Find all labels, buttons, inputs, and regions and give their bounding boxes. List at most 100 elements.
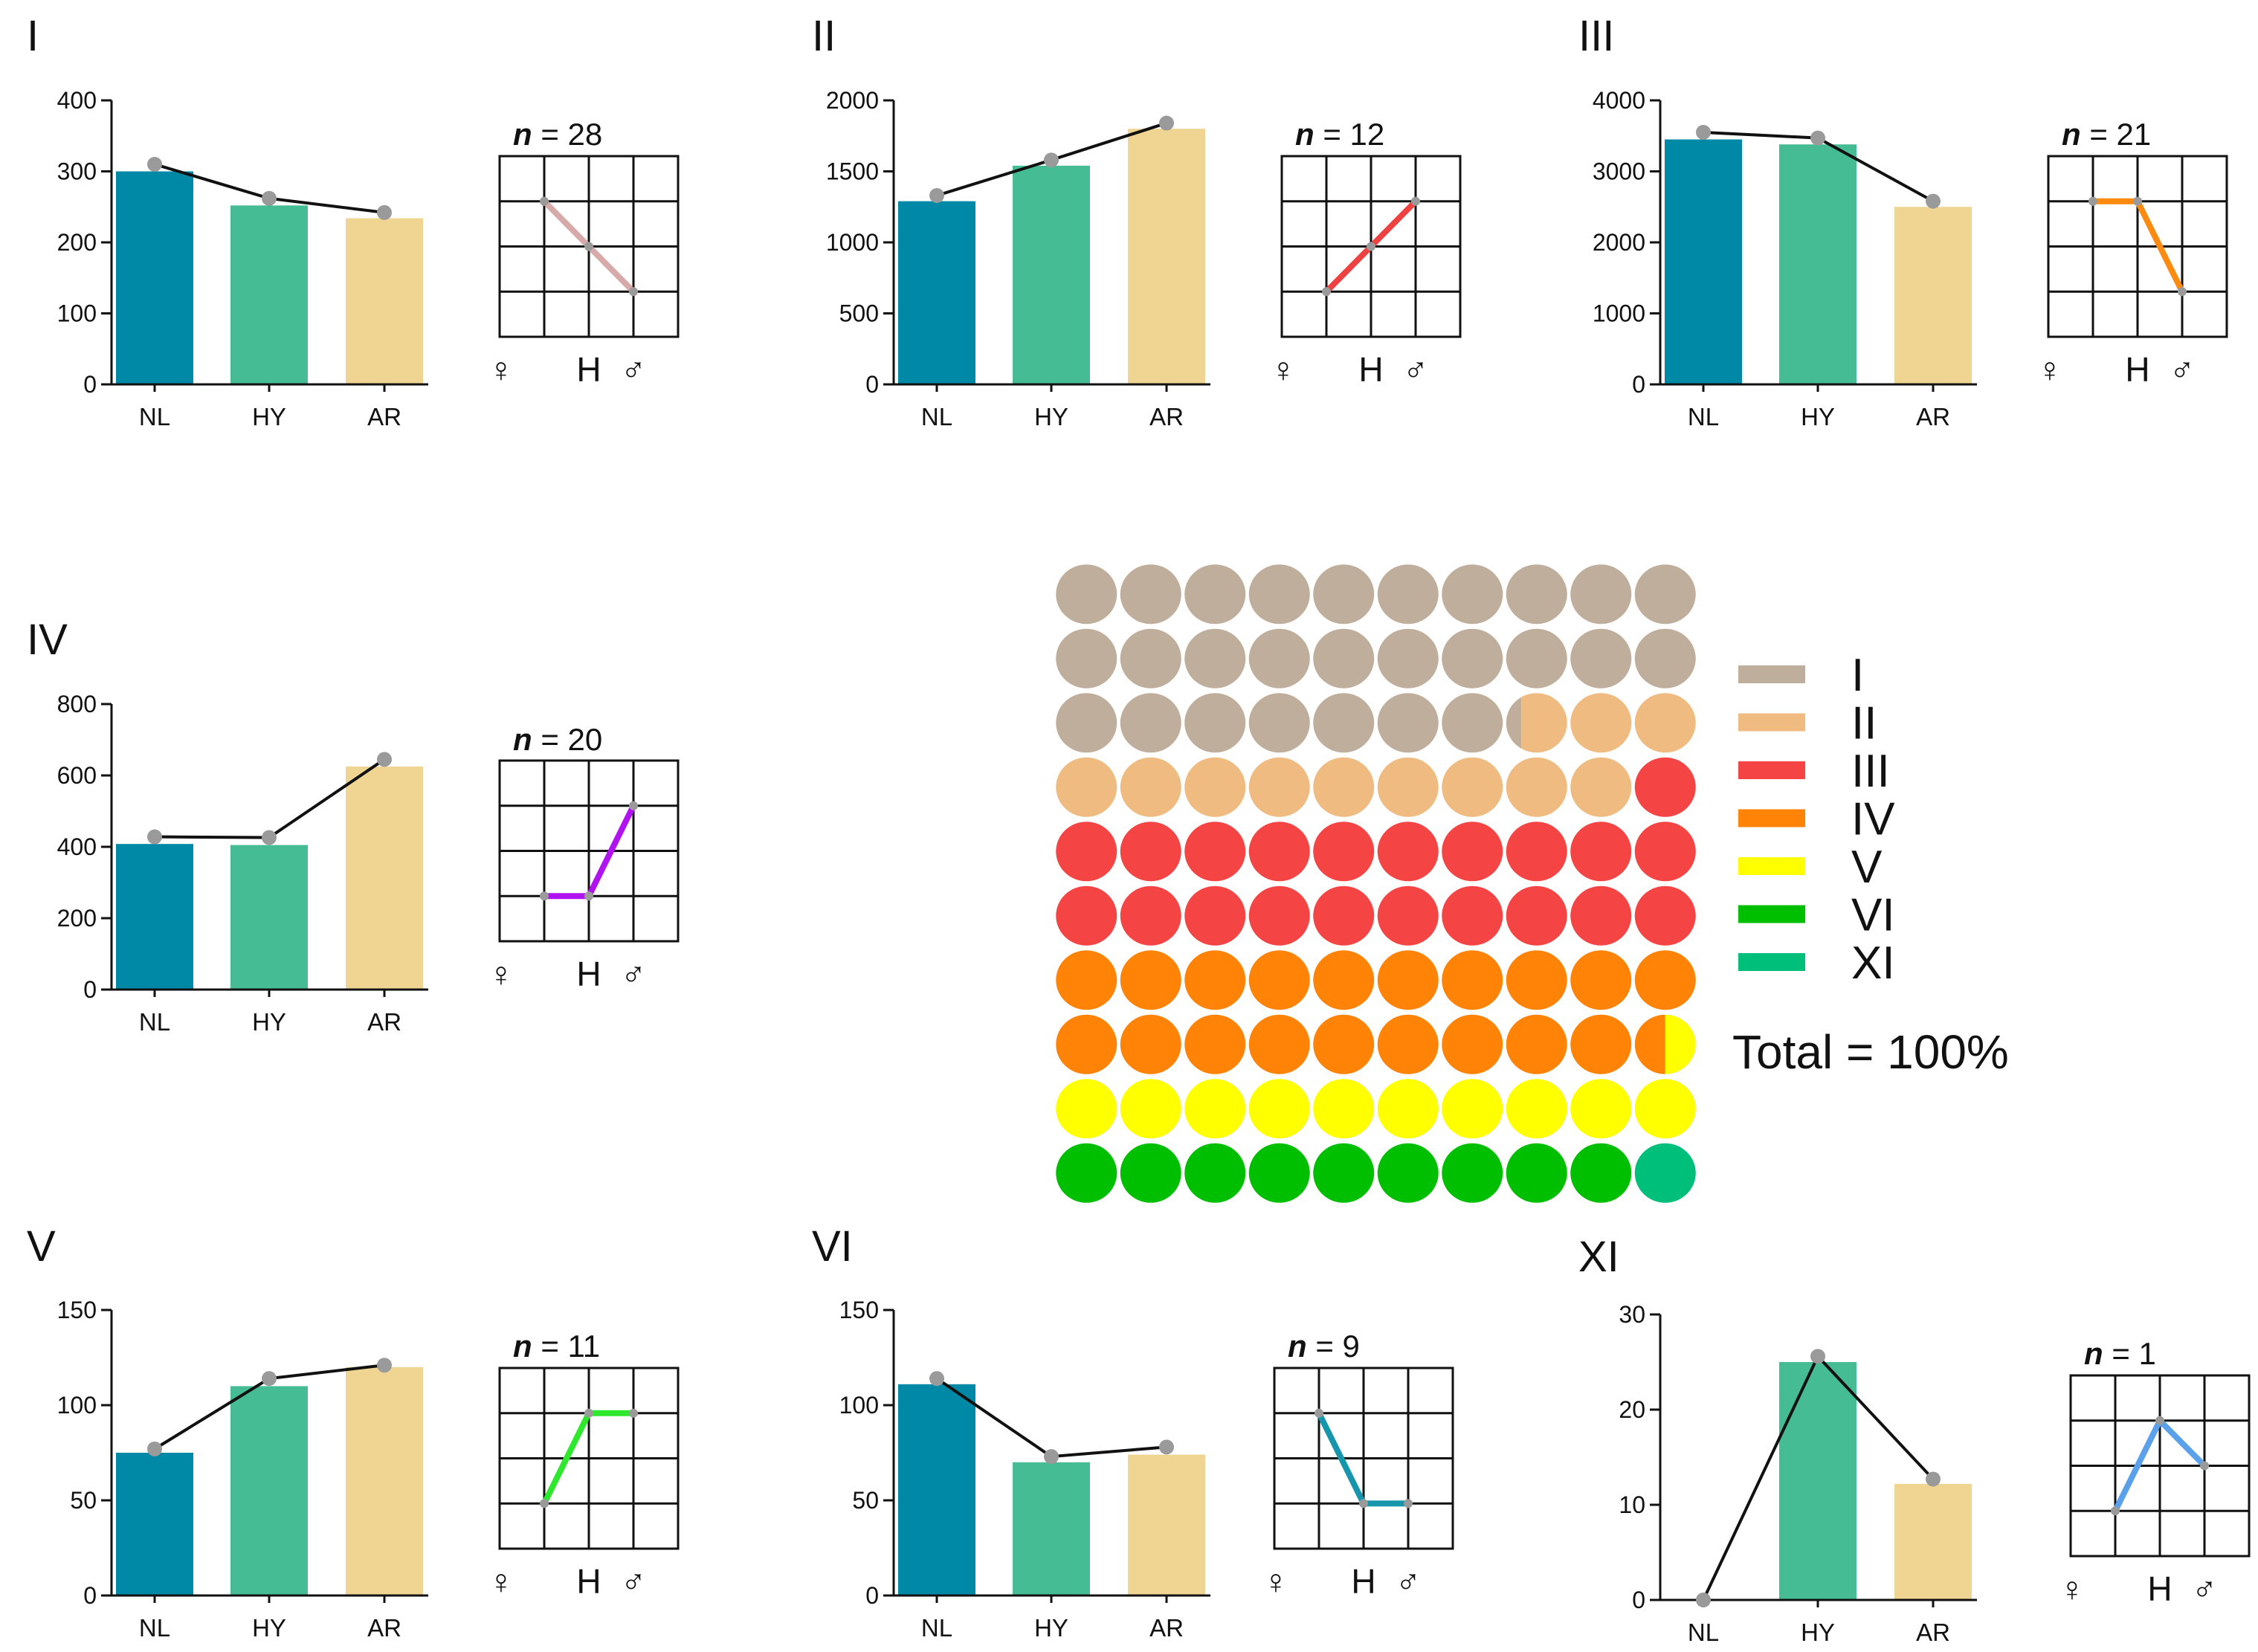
inset-point — [584, 891, 593, 901]
x-tick-label: HY — [1801, 403, 1835, 430]
trend-point-HY — [262, 830, 277, 845]
legend-swatch-I — [1738, 665, 1805, 683]
panel-title: II — [812, 12, 836, 60]
bar-AR — [346, 1367, 423, 1595]
inset-point — [584, 1408, 593, 1418]
waffle-cell-V — [1377, 1079, 1439, 1139]
legend-swatch-XI — [1738, 953, 1805, 971]
panel-XI: XI 0 10 20 30 NL HY AR n = 1 ♀ H ♂ — [1578, 1233, 2251, 1646]
x-tick-label: NL — [1688, 1619, 1719, 1646]
sex-inset: n = 12 ♀ H ♂ — [1271, 117, 1462, 389]
panel-III: III 0 1000 2000 3000 4000 NL HY AR n = 21 ♀ H ♂ — [1578, 12, 2228, 430]
waffle-cell-VI — [1377, 1143, 1439, 1203]
y-tick-label: 0 — [83, 1582, 97, 1609]
x-tick-label: HY — [1801, 1619, 1835, 1646]
waffle-cell-III — [1184, 885, 1246, 946]
x-tick-label: NL — [921, 403, 952, 430]
waffle-cell-III — [1570, 885, 1632, 946]
waffle-cell-III — [1442, 822, 1503, 882]
waffle-cell-V — [1570, 1079, 1632, 1139]
sex-label: H — [2125, 350, 2149, 389]
x-tick-label: NL — [139, 1008, 170, 1036]
y-tick-label: 0 — [1632, 371, 1645, 398]
waffle-cell-IV — [1506, 1014, 1567, 1074]
waffle-cell-VI — [1056, 1143, 1117, 1203]
waffle-cell-I — [1120, 693, 1181, 753]
waffle-cell-I — [1570, 564, 1632, 625]
waffle-cell-I — [1056, 564, 1117, 625]
inset-point — [1315, 1408, 1323, 1418]
sex-label: ♂ — [621, 350, 647, 389]
y-tick-label: 0 — [865, 371, 879, 398]
y-tick-label: 20 — [1619, 1396, 1645, 1423]
sex-label: H — [1351, 1562, 1375, 1601]
legend-label-IV: IV — [1851, 794, 1895, 845]
sex-inset: n = 1 ♀ H ♂ — [2059, 1336, 2251, 1608]
inset-point — [1359, 1499, 1368, 1509]
waffle-cell-I — [1120, 628, 1181, 688]
bar-AR — [346, 767, 423, 990]
waffle-cell-VI — [1120, 1143, 1181, 1203]
x-tick-label: AR — [1916, 403, 1950, 430]
sex-label: ♂ — [1396, 1562, 1422, 1601]
legend-swatch-V — [1738, 857, 1805, 875]
legend-swatch-IV — [1738, 809, 1805, 827]
waffle-cell-VI — [1248, 1143, 1310, 1203]
bar-HY — [1013, 165, 1090, 385]
bar-NL — [898, 1384, 975, 1595]
n-count: n = 11 — [513, 1329, 600, 1364]
waffle-cell-V — [1184, 1079, 1246, 1139]
waffle-cell-II — [1521, 693, 1567, 753]
waffle-cell-III — [1056, 885, 1117, 946]
waffle-cell-II — [1120, 757, 1181, 817]
trend-point-AR — [1926, 193, 1941, 209]
legend-label-XI: XI — [1851, 938, 1895, 989]
sex-label: H — [1358, 350, 1383, 389]
n-value: = 11 — [541, 1329, 600, 1364]
trend-point-HY — [1044, 1449, 1059, 1465]
bar-NL — [116, 171, 193, 384]
y-tick-label: 2000 — [826, 87, 879, 114]
x-tick-label: HY — [252, 1614, 286, 1642]
waffle-cell-III — [1377, 822, 1439, 882]
waffle-cell-I — [1313, 564, 1375, 625]
waffle-cell-IV — [1442, 950, 1503, 1010]
y-tick-label: 1000 — [1593, 300, 1645, 327]
trend-point-HY — [1044, 152, 1059, 168]
panel-IV: IV 0 200 400 600 800 NL HY AR n = 20 ♀ H ♂ — [27, 616, 680, 1036]
y-tick-label: 200 — [57, 229, 97, 256]
inset-point — [584, 242, 593, 251]
n-count: n = 12 — [1295, 117, 1384, 152]
n-value: = 1 — [2112, 1336, 2156, 1371]
legend-swatch-III — [1738, 761, 1805, 779]
waffle-cell-II — [1184, 757, 1246, 817]
waffle-cell-III — [1248, 822, 1310, 882]
sex-label: ♂ — [2170, 350, 2196, 389]
waffle-cell-IV — [1056, 950, 1117, 1010]
x-tick-label: AR — [367, 403, 401, 430]
sex-label: ♀ — [488, 1562, 514, 1601]
trend-point-NL — [1696, 1593, 1711, 1607]
waffle-cell-IV — [1313, 1014, 1375, 1074]
y-tick-label: 150 — [839, 1297, 879, 1323]
waffle-cell-I — [1056, 628, 1117, 688]
waffle-cell-I — [1248, 693, 1310, 753]
trend-point-NL — [147, 829, 162, 845]
sex-label: ♀ — [2059, 1569, 2086, 1608]
x-tick-label: HY — [1034, 403, 1068, 430]
waffle-cell-IV — [1570, 950, 1632, 1010]
n-symbol: n — [513, 722, 532, 757]
panel-title: III — [1578, 12, 1614, 60]
y-tick-label: 0 — [83, 976, 97, 1003]
trend-point-AR — [1159, 1439, 1174, 1455]
panel-title: V — [27, 1222, 56, 1271]
bar-HY — [1779, 1362, 1857, 1600]
n-symbol: n — [2062, 117, 2081, 152]
sex-inset: n = 28 ♀ H ♂ — [488, 117, 680, 389]
trend-point-NL — [147, 156, 162, 172]
waffle-cell-II — [1248, 757, 1310, 817]
legend-label-VI: VI — [1851, 890, 1895, 941]
waffle-cell-IV — [1248, 1014, 1310, 1074]
trend-point-AR — [377, 1358, 392, 1373]
waffle-cell-I — [1506, 628, 1567, 688]
